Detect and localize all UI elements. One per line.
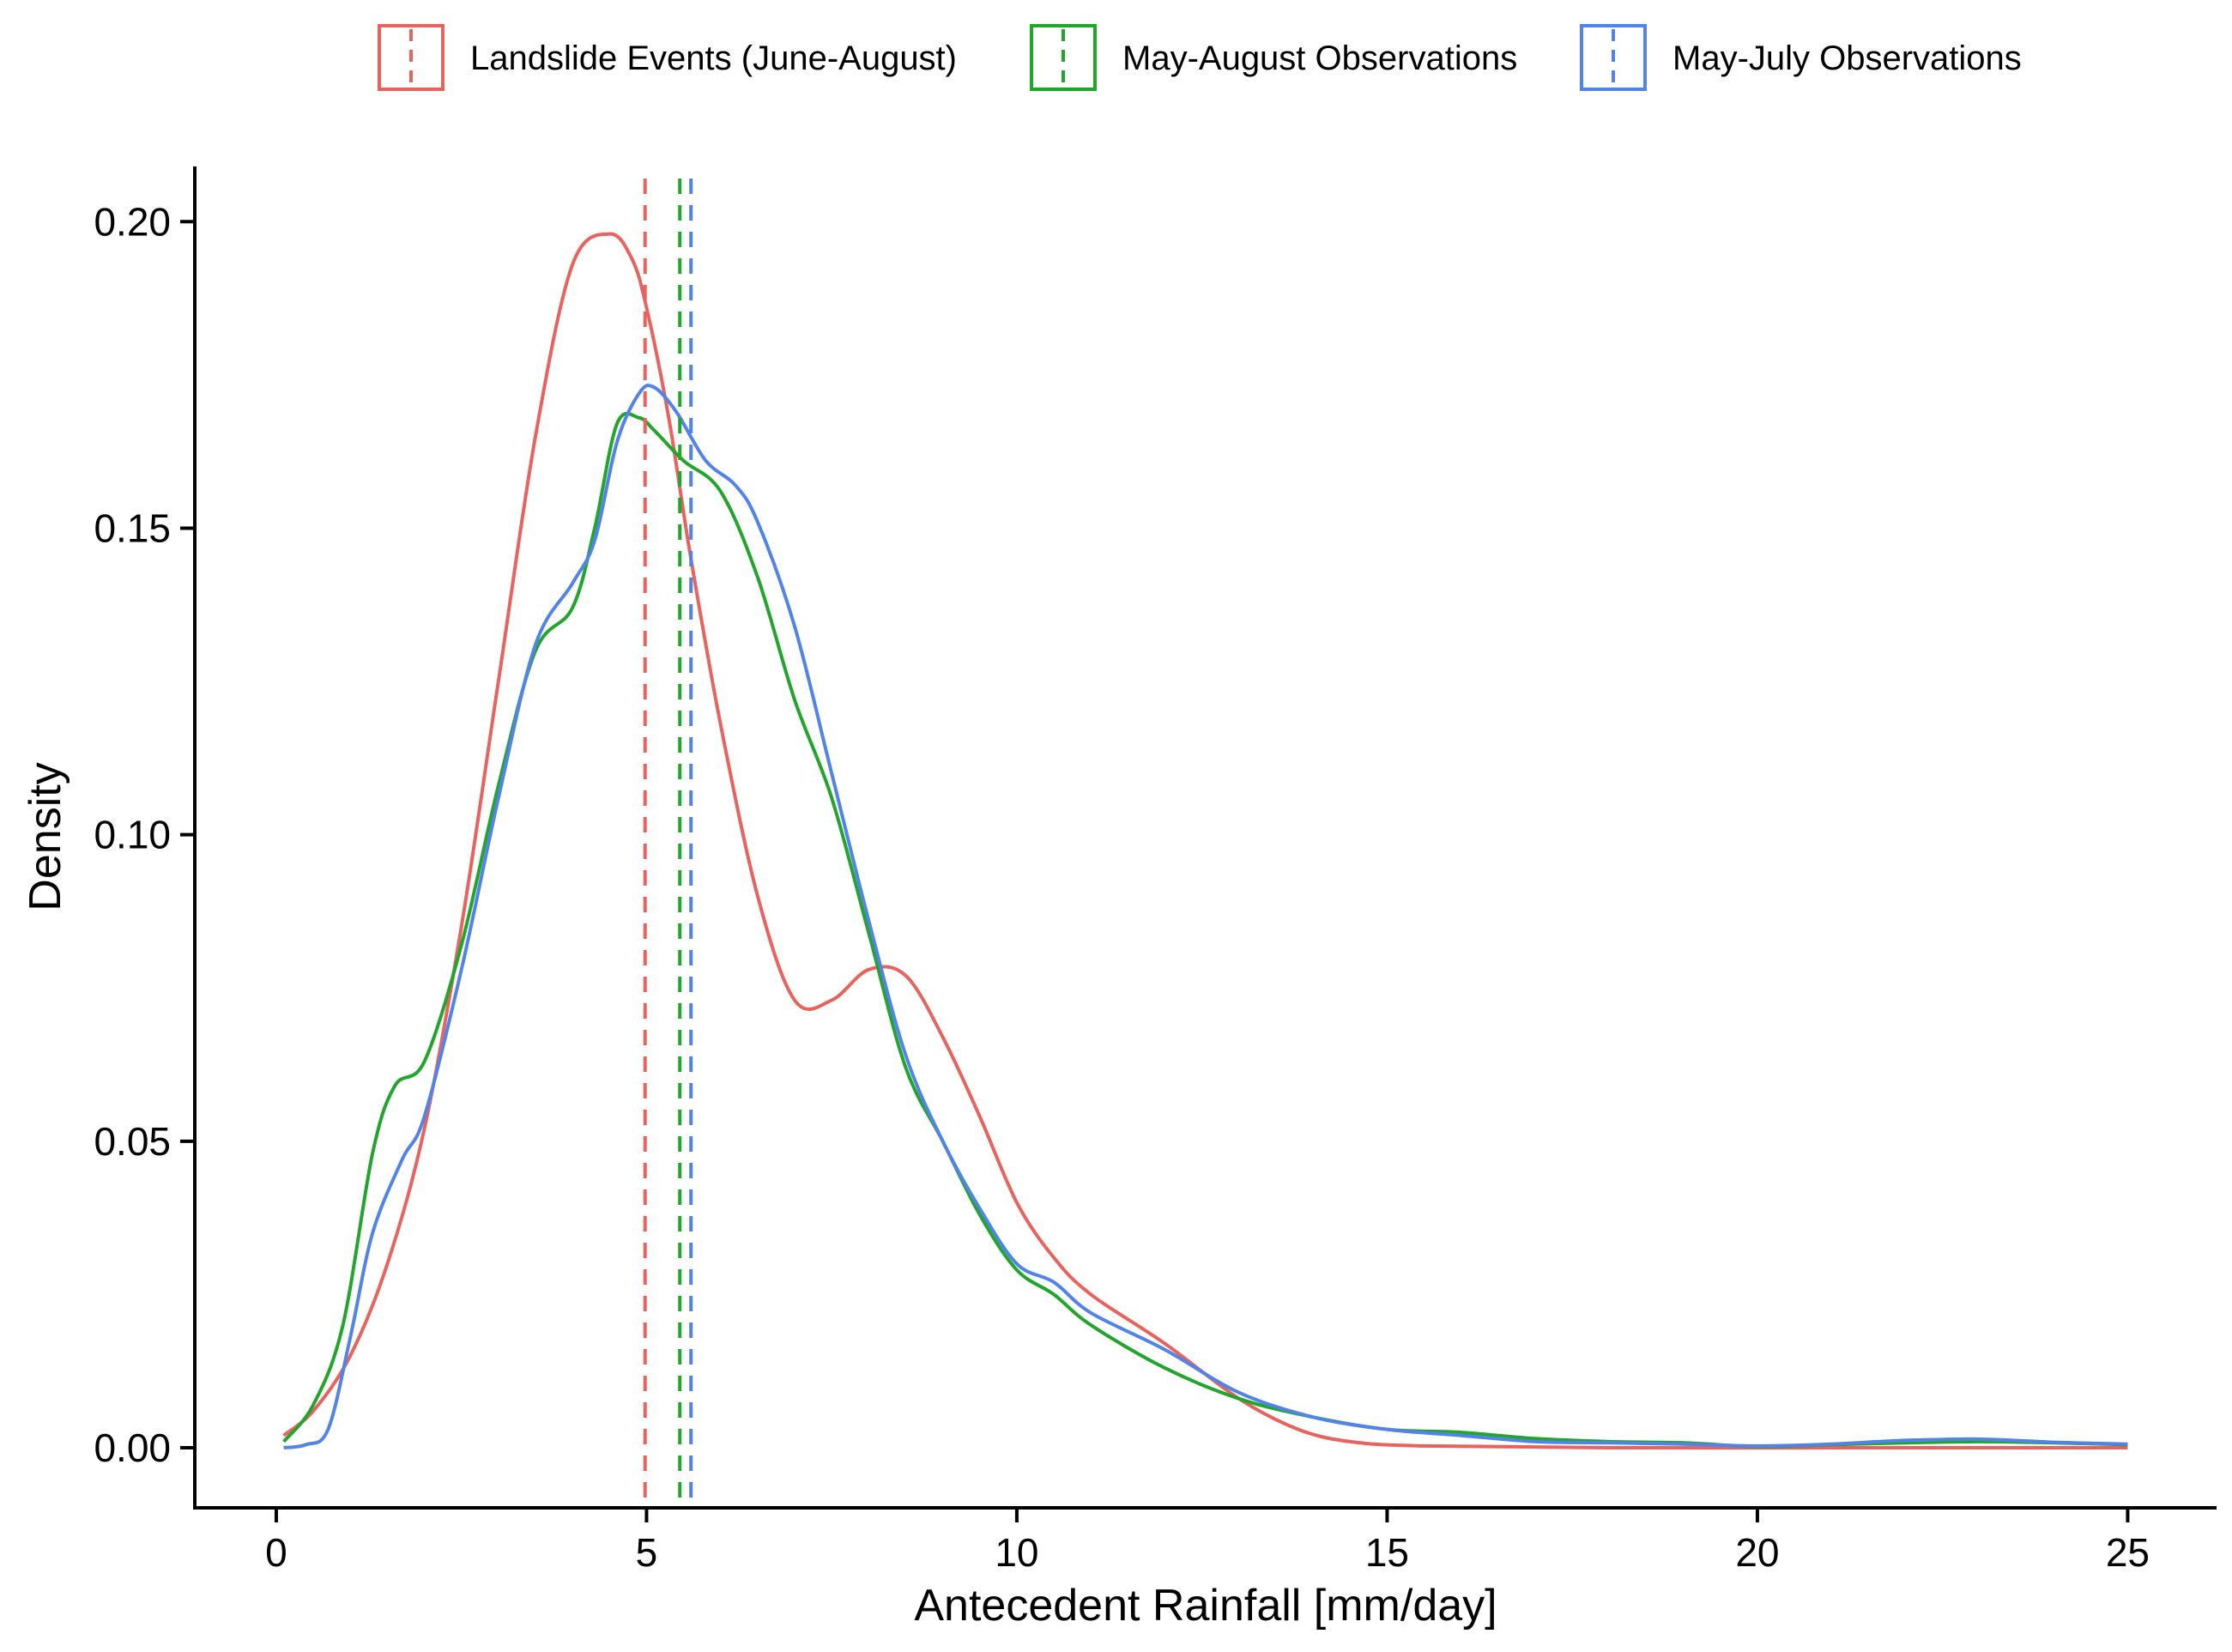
y-tick-label: 0.05 bbox=[94, 1119, 171, 1164]
y-tick-label: 0.00 bbox=[94, 1425, 171, 1470]
y-axis-title: Density bbox=[21, 762, 70, 911]
x-tick-label: 0 bbox=[265, 1530, 287, 1575]
x-tick-label: 25 bbox=[2106, 1530, 2150, 1575]
legend-label-2: May-August Observations bbox=[1122, 39, 1517, 77]
axes bbox=[193, 166, 2217, 1510]
legend-label-1: Landslide Events (June-August) bbox=[470, 39, 957, 77]
x-tick-label: 5 bbox=[636, 1530, 658, 1575]
series-line-2 bbox=[282, 411, 2128, 1449]
series-line-1 bbox=[282, 232, 2128, 1450]
y-tick-label: 0.10 bbox=[94, 813, 171, 857]
legend-label-3: May-July Observations bbox=[1672, 39, 2022, 77]
ticks: 0 5 10 15 20 25 0.00 0.05 0.10 0.15 0.20 bbox=[94, 199, 2150, 1575]
legend: Landslide Events (June-August) May-August… bbox=[378, 24, 2022, 91]
x-tick-label: 20 bbox=[1735, 1530, 1779, 1575]
y-tick-label: 0.20 bbox=[94, 199, 171, 244]
series-line-3 bbox=[283, 384, 2128, 1449]
x-tick-label: 15 bbox=[1365, 1530, 1409, 1575]
plot-area bbox=[282, 179, 2128, 1506]
x-tick-label: 10 bbox=[995, 1530, 1038, 1575]
x-axis-title: Antecedent Rainfall [mm/day] bbox=[914, 1581, 1497, 1631]
y-tick-label: 0.15 bbox=[94, 505, 171, 550]
